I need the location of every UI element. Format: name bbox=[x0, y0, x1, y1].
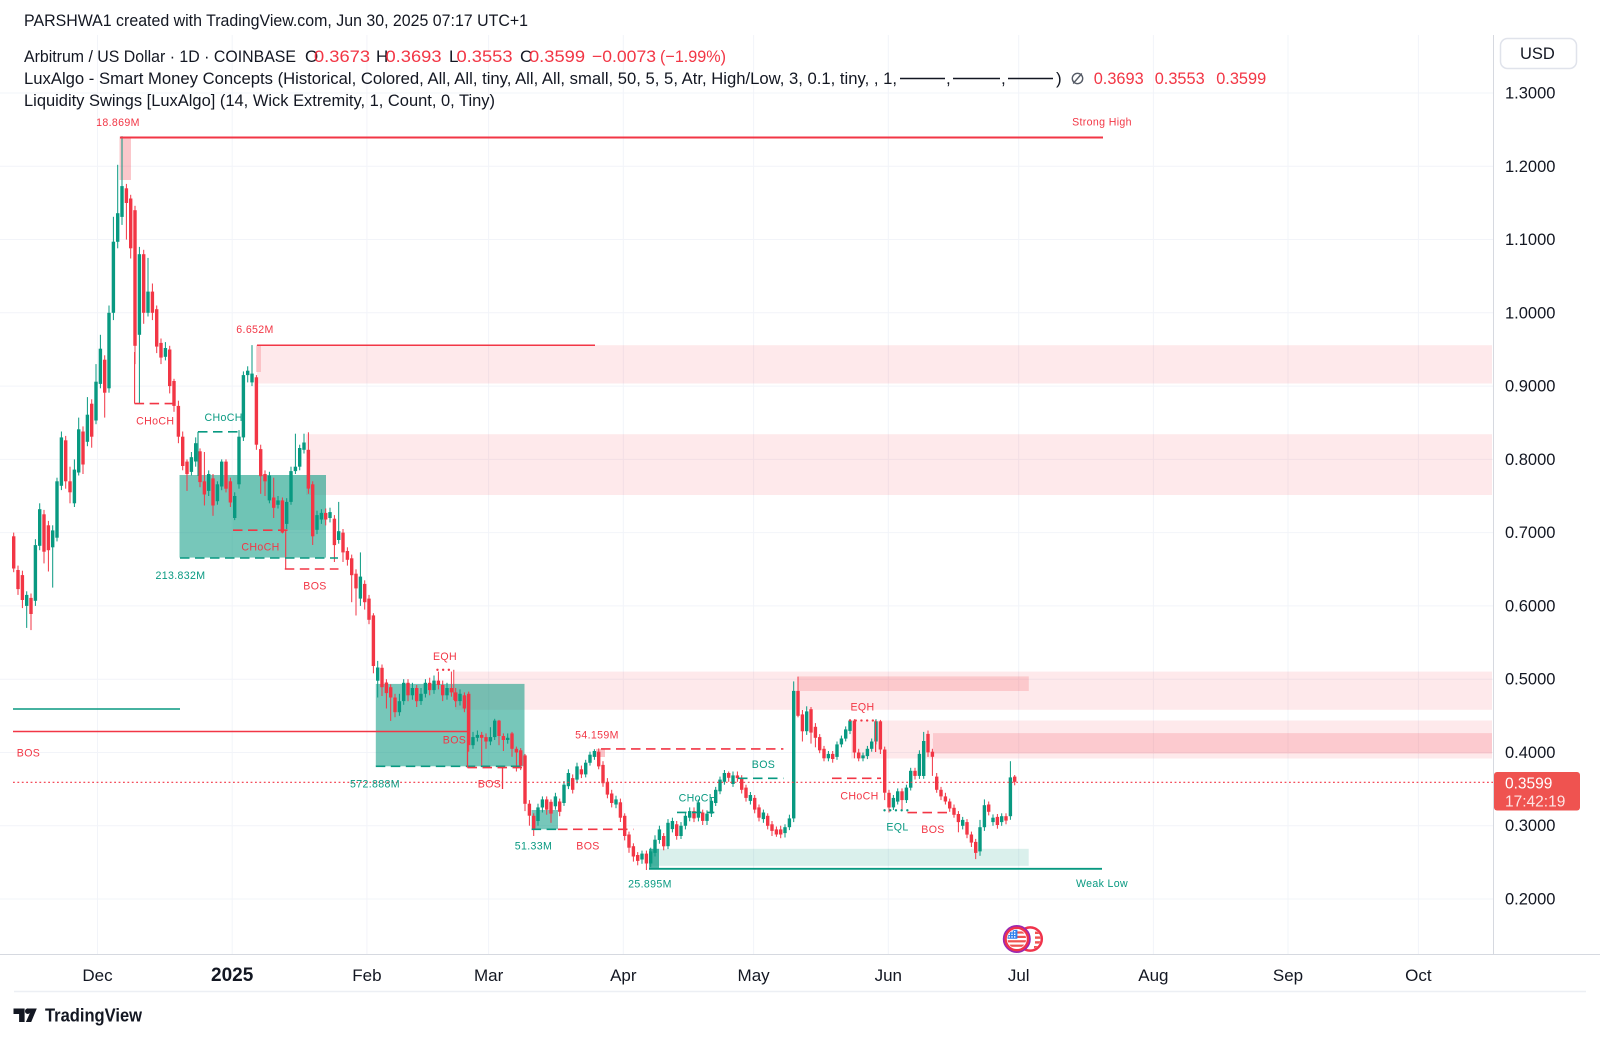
svg-text:EQH: EQH bbox=[433, 651, 457, 663]
svg-text:0.3693: 0.3693 bbox=[386, 47, 442, 66]
svg-text:51.33M: 51.33M bbox=[515, 841, 552, 853]
svg-text:54.159M: 54.159M bbox=[575, 730, 619, 742]
svg-text:1.2000: 1.2000 bbox=[1505, 158, 1555, 176]
svg-text:Apr: Apr bbox=[610, 966, 637, 985]
svg-text:CHoCH: CHoCH bbox=[204, 412, 242, 424]
svg-text:Feb: Feb bbox=[352, 966, 381, 985]
svg-text:BOS: BOS bbox=[443, 735, 466, 747]
svg-text:CHoCH: CHoCH bbox=[840, 791, 878, 803]
svg-text:0.3599: 0.3599 bbox=[529, 47, 585, 66]
svg-text:213.832M: 213.832M bbox=[156, 570, 206, 582]
svg-text:Mar: Mar bbox=[474, 966, 504, 985]
svg-text:BOS: BOS bbox=[478, 779, 501, 791]
svg-text:−0.0073: −0.0073 bbox=[592, 47, 656, 66]
svg-text:Jun: Jun bbox=[875, 966, 902, 985]
svg-text:EQH: EQH bbox=[850, 702, 874, 714]
svg-text:PARSHWA1 created with TradingV: PARSHWA1 created with TradingView.com, J… bbox=[24, 11, 528, 30]
svg-text:USD: USD bbox=[1520, 45, 1555, 63]
svg-text:LuxAlgo - Smart Money Concepts: LuxAlgo - Smart Money Concepts (Historic… bbox=[24, 69, 897, 88]
svg-text:Sep: Sep bbox=[1273, 966, 1303, 985]
svg-text:1.3000: 1.3000 bbox=[1505, 85, 1555, 103]
svg-text:,: , bbox=[1001, 69, 1006, 88]
svg-text:25.895M: 25.895M bbox=[628, 879, 672, 891]
svg-text:EQL: EQL bbox=[886, 822, 908, 834]
svg-text:0.3693: 0.3693 bbox=[1094, 69, 1144, 88]
svg-text:6.652M: 6.652M bbox=[236, 324, 273, 336]
svg-text:BOS: BOS bbox=[576, 841, 599, 853]
svg-text:1.1000: 1.1000 bbox=[1505, 231, 1555, 249]
svg-text:0.3000: 0.3000 bbox=[1505, 817, 1555, 835]
svg-text:0.9000: 0.9000 bbox=[1505, 378, 1555, 396]
svg-text:0.3599: 0.3599 bbox=[1216, 69, 1266, 88]
svg-text:Weak Low: Weak Low bbox=[1076, 878, 1128, 890]
svg-text:0.3599: 0.3599 bbox=[1505, 776, 1552, 793]
svg-text:,: , bbox=[946, 69, 951, 88]
svg-text:0.2000: 0.2000 bbox=[1505, 891, 1555, 909]
svg-text:0.3673: 0.3673 bbox=[314, 47, 370, 66]
svg-text:Arbitrum / US Dollar · 1D · CO: Arbitrum / US Dollar · 1D · COINBASE bbox=[24, 47, 296, 66]
svg-text:(−1.99%): (−1.99%) bbox=[660, 47, 726, 66]
svg-text:CHoCH: CHoCH bbox=[679, 793, 717, 805]
svg-text:0.6000: 0.6000 bbox=[1505, 597, 1555, 615]
svg-text:BOS: BOS bbox=[752, 759, 775, 771]
svg-text:Oct: Oct bbox=[1405, 966, 1432, 985]
svg-text:CHoCH: CHoCH bbox=[136, 416, 174, 428]
svg-text:CHoCH: CHoCH bbox=[241, 542, 279, 554]
svg-text:Aug: Aug bbox=[1138, 966, 1168, 985]
svg-text:TradingView: TradingView bbox=[45, 1005, 143, 1026]
svg-text:BOS: BOS bbox=[921, 824, 944, 836]
svg-text:May: May bbox=[738, 966, 771, 985]
svg-text:0.3553: 0.3553 bbox=[1155, 69, 1205, 88]
svg-text:Liquidity Swings [LuxAlgo] (14: Liquidity Swings [LuxAlgo] (14, Wick Ext… bbox=[24, 91, 495, 110]
svg-text:): ) bbox=[1056, 69, 1062, 88]
svg-text:Dec: Dec bbox=[82, 966, 113, 985]
svg-text:1.0000: 1.0000 bbox=[1505, 304, 1555, 322]
svg-text:0.3553: 0.3553 bbox=[457, 47, 513, 66]
svg-text:18.869M: 18.869M bbox=[96, 117, 140, 129]
svg-text:2025: 2025 bbox=[211, 965, 254, 986]
svg-text:0.4000: 0.4000 bbox=[1505, 744, 1555, 762]
svg-text:17:42:19: 17:42:19 bbox=[1505, 794, 1565, 811]
svg-text:BOS: BOS bbox=[17, 748, 40, 760]
svg-text:0.8000: 0.8000 bbox=[1505, 451, 1555, 469]
svg-text:0.5000: 0.5000 bbox=[1505, 671, 1555, 689]
svg-text:Jul: Jul bbox=[1008, 966, 1030, 985]
svg-text:572.888M: 572.888M bbox=[350, 779, 400, 791]
svg-text:BOS: BOS bbox=[303, 581, 326, 593]
svg-text:0.7000: 0.7000 bbox=[1505, 524, 1555, 542]
svg-text:Strong High: Strong High bbox=[1072, 117, 1132, 129]
